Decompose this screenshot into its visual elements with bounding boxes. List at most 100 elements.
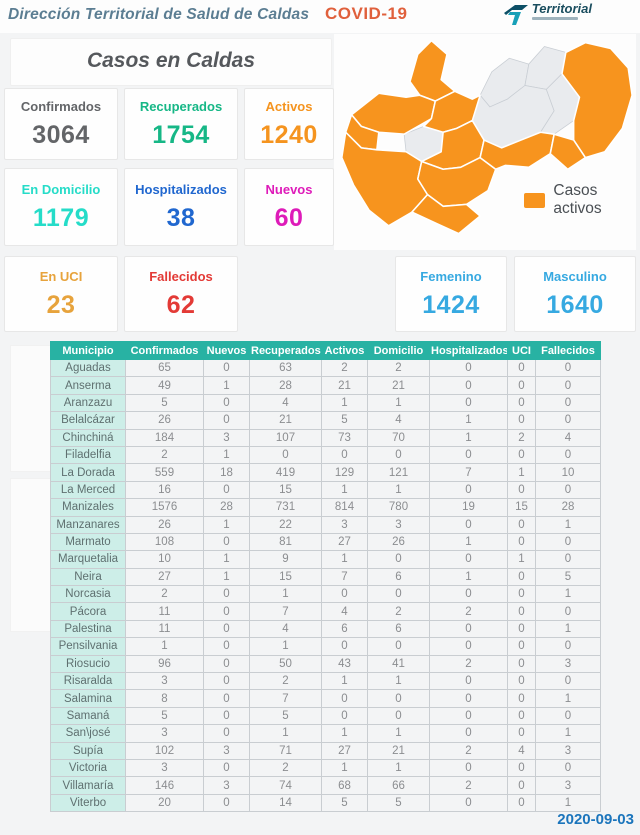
value-cell: 0 <box>535 358 601 378</box>
value-cell: 81 <box>249 532 322 552</box>
value-cell: 0 <box>429 637 508 656</box>
value-cell: 0 <box>507 706 536 726</box>
map-legend: Casos activos <box>524 182 636 218</box>
value-cell: 2 <box>429 602 508 621</box>
value-cell: 0 <box>203 411 250 430</box>
value-cell: 0 <box>535 637 601 656</box>
table-row: La Merced 16 0 15 1 1 0 0 0 <box>50 480 601 500</box>
value-cell: 0 <box>429 445 508 465</box>
stat-card-domicilio: En Domicilio 1179 <box>4 168 118 246</box>
municipio-cell: Neira <box>50 567 126 587</box>
table-row: San\josé 3 0 1 1 1 0 0 1 <box>50 724 601 743</box>
value-cell: 0 <box>429 358 508 378</box>
stat-card-label: Nuevos <box>265 181 313 197</box>
value-cell: 26 <box>367 532 430 552</box>
value-cell: 1 <box>321 724 368 743</box>
value-cell: 419 <box>249 463 322 482</box>
choropleth-map-image <box>341 39 633 235</box>
value-cell: 26 <box>125 411 204 430</box>
value-cell: 1 <box>507 463 536 482</box>
territorial-logo: Territorial <box>503 2 592 32</box>
value-cell: 27 <box>321 532 368 552</box>
value-cell: 1 <box>429 567 508 587</box>
stat-card-fallecidos: Fallecidos 62 <box>124 256 238 332</box>
value-cell: 0 <box>507 480 536 500</box>
value-cell: 1 <box>535 689 601 708</box>
value-cell: 0 <box>429 480 508 500</box>
municipio-cell: Belalcázar <box>50 411 126 430</box>
table-body: Aguadas 65 0 63 2 2 0 0 0 Anserma 49 1 28 21 21 0 0 0 Aran… <box>50 358 601 813</box>
value-cell: 1 <box>249 637 322 656</box>
value-cell: 1 <box>203 550 250 569</box>
table-row: Belalcázar 26 0 21 5 4 1 0 0 <box>50 411 601 430</box>
municipio-cell: Aranzazu <box>50 393 126 413</box>
value-cell: 0 <box>367 550 430 569</box>
stat-card-uci: En UCI 23 <box>4 256 118 332</box>
stat-card-value: 23 <box>46 290 76 319</box>
value-cell: 43 <box>321 654 368 674</box>
value-cell: 0 <box>203 793 250 813</box>
gender-card-masculino: Masculino 1640 <box>514 256 636 332</box>
table-row: Riosucio 96 0 50 43 41 2 0 3 <box>50 654 601 674</box>
column-header: Nuevos <box>203 341 250 360</box>
value-cell: 0 <box>429 585 508 604</box>
value-cell: 50 <box>249 654 322 674</box>
value-cell: 0 <box>507 585 536 604</box>
municipio-cell: Palestina <box>50 619 126 639</box>
municipio-cell: Risaralda <box>50 672 126 691</box>
value-cell: 70 <box>367 428 430 447</box>
value-cell: 2 <box>429 654 508 674</box>
value-cell: 0 <box>321 706 368 726</box>
value-cell: 1 <box>249 585 322 604</box>
value-cell: 4 <box>367 411 430 430</box>
value-cell: 1 <box>535 724 601 743</box>
value-cell: 21 <box>249 411 322 430</box>
value-cell: 1 <box>535 515 601 534</box>
value-cell: 0 <box>429 672 508 691</box>
value-cell: 2 <box>125 585 204 604</box>
value-cell: 0 <box>321 585 368 604</box>
value-cell: 26 <box>125 515 204 534</box>
value-cell: 0 <box>367 706 430 726</box>
table-row: Marquetalia 10 1 9 1 0 0 1 0 <box>50 550 601 569</box>
column-header: Hospitalizados <box>429 341 508 360</box>
value-cell: 73 <box>321 428 368 447</box>
municipio-cell: Anserma <box>50 376 126 395</box>
value-cell: 0 <box>429 758 508 778</box>
value-cell: 7 <box>249 602 322 621</box>
value-cell: 1 <box>203 515 250 534</box>
value-cell: 559 <box>125 463 204 482</box>
value-cell: 0 <box>429 515 508 534</box>
value-cell: 0 <box>429 793 508 813</box>
municipio-cell: Chinchiná <box>50 428 126 447</box>
value-cell: 0 <box>429 724 508 743</box>
value-cell: 1 <box>535 585 601 604</box>
table-row: Manzanares 26 1 22 3 3 0 0 1 <box>50 515 601 534</box>
column-header: Activos <box>321 341 368 360</box>
municipio-cell: Marquetalia <box>50 550 126 569</box>
value-cell: 14 <box>249 793 322 813</box>
value-cell: 6 <box>367 567 430 587</box>
value-cell: 0 <box>203 672 250 691</box>
value-cell: 1 <box>203 567 250 587</box>
subtitle-box: Casos en Caldas <box>10 38 332 86</box>
value-cell: 6 <box>367 619 430 639</box>
value-cell: 0 <box>203 393 250 413</box>
value-cell: 0 <box>507 637 536 656</box>
legend-label: Casos activos <box>553 182 602 217</box>
value-cell: 0 <box>535 411 601 430</box>
value-cell: 74 <box>249 776 322 795</box>
value-cell: 0 <box>535 758 601 778</box>
value-cell: 0 <box>203 602 250 621</box>
value-cell: 5 <box>367 793 430 813</box>
municipio-cell: Pensilvania <box>50 637 126 656</box>
value-cell: 1 <box>429 532 508 552</box>
value-cell: 3 <box>535 776 601 795</box>
value-cell: 0 <box>535 376 601 395</box>
value-cell: 68 <box>321 776 368 795</box>
stat-card-hospitalizados: Hospitalizados 38 <box>124 168 238 246</box>
value-cell: 2 <box>507 428 536 447</box>
municipio-cell: La Merced <box>50 480 126 500</box>
value-cell: 0 <box>429 376 508 395</box>
value-cell: 4 <box>535 428 601 447</box>
